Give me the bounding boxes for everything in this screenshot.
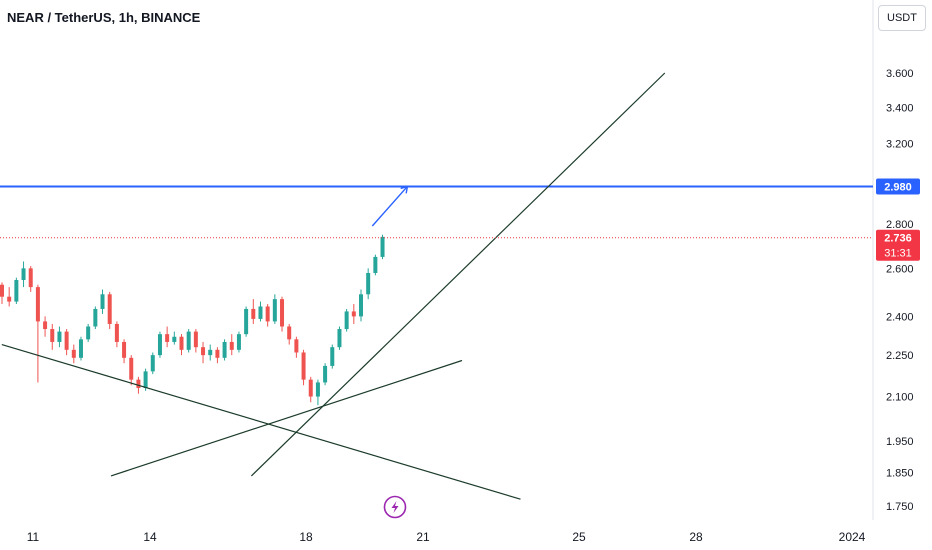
candle-body — [323, 365, 328, 383]
time-axis: 11 14 18 21 25 28 2024 — [27, 530, 866, 544]
candle-body — [265, 306, 270, 322]
candle-body — [287, 326, 292, 340]
candle-body — [14, 280, 19, 302]
candle-body — [222, 341, 227, 358]
candle-body — [258, 306, 263, 319]
candle-body — [93, 308, 98, 327]
candle-body — [157, 334, 162, 356]
candle-body — [100, 294, 105, 309]
y-tick-label: 3.200 — [886, 139, 914, 151]
candle-body — [86, 326, 91, 340]
price-labels: 2.980 2.736 31:31 — [876, 178, 920, 261]
candle-body — [337, 329, 342, 348]
price-axis: 3.600 3.400 3.200 2.800 2.600 2.400 2.250 2.100… — [886, 68, 914, 513]
candle-body — [129, 357, 134, 380]
x-tick-label: 11 — [27, 530, 40, 544]
x-tick-label: 25 — [572, 530, 586, 544]
candle-body — [215, 349, 220, 358]
resistance-price-badge — [876, 178, 920, 195]
candle-body — [251, 308, 256, 319]
candle-body — [71, 349, 76, 358]
candle-body — [35, 287, 40, 322]
candle-body — [7, 296, 12, 302]
y-tick-label: 1.750 — [886, 501, 914, 513]
candle-body — [308, 379, 313, 397]
candle-body — [28, 268, 33, 288]
candle-body — [122, 341, 127, 358]
candle-body — [208, 349, 213, 356]
current-price-label: 2.736 — [884, 233, 912, 245]
candle-body — [107, 294, 112, 324]
candles-group — [0, 234, 385, 406]
y-tick-label: 3.400 — [886, 102, 914, 114]
x-tick-label: 21 — [416, 530, 430, 544]
y-tick-label: 2.250 — [886, 350, 914, 362]
candle-body — [114, 323, 119, 342]
x-tick-label: 28 — [689, 530, 703, 544]
trendline — [1, 343, 521, 500]
y-tick-label: 2.800 — [886, 219, 914, 231]
x-tick-label: 2024 — [839, 530, 866, 544]
candle-body — [0, 284, 4, 297]
candle-body — [179, 336, 184, 350]
candle-body — [315, 382, 320, 397]
trendline — [250, 72, 666, 477]
drawings-group — [0, 72, 873, 500]
x-tick-label: 14 — [143, 530, 157, 544]
candle-body — [272, 299, 277, 322]
candle-body — [351, 311, 356, 317]
y-tick-label: 2.600 — [886, 263, 914, 275]
y-tick-label: 1.850 — [886, 468, 914, 480]
y-tick-label: 3.600 — [886, 68, 914, 80]
candle-body — [57, 331, 62, 342]
candle-body — [280, 299, 285, 327]
candle-body — [366, 272, 371, 295]
candle-body — [21, 268, 26, 281]
trendline — [110, 359, 463, 477]
currency-button[interactable]: USDT — [878, 5, 926, 31]
candle-body — [236, 334, 241, 350]
candle-body — [193, 331, 198, 348]
arrow-head — [400, 185, 409, 194]
candle-body — [344, 311, 349, 330]
candle-body — [229, 341, 234, 350]
y-tick-label: 1.950 — [886, 436, 914, 448]
candle-body — [165, 334, 170, 342]
candle-body — [136, 379, 141, 389]
candle-body — [186, 331, 191, 350]
candle-body — [64, 331, 69, 350]
candle-body — [359, 294, 363, 317]
y-tick-label: 2.100 — [886, 392, 914, 404]
candle-body — [43, 321, 48, 330]
candle-body — [380, 236, 385, 257]
candle-body — [373, 256, 378, 273]
candle-body — [78, 339, 83, 358]
candle-body — [330, 347, 335, 366]
candle-body — [172, 336, 177, 342]
y-tick-label: 2.400 — [886, 311, 914, 323]
candle-body — [150, 355, 155, 372]
candle-body — [50, 329, 55, 342]
current-price-badge — [876, 229, 920, 261]
candle-body — [294, 339, 299, 353]
candle-body — [143, 371, 148, 389]
bar-countdown-label: 31:31 — [884, 248, 912, 260]
resistance-price-label: 2.980 — [884, 181, 912, 193]
projection-arrow — [371, 185, 408, 227]
candle-body — [201, 347, 206, 356]
symbol-title: NEAR / TetherUS, 1h, BINANCE — [7, 10, 201, 25]
candle-body — [301, 352, 306, 380]
x-tick-label: 18 — [299, 530, 313, 544]
lightning-bolt-icon[interactable] — [383, 495, 407, 519]
candle-body — [244, 308, 249, 335]
